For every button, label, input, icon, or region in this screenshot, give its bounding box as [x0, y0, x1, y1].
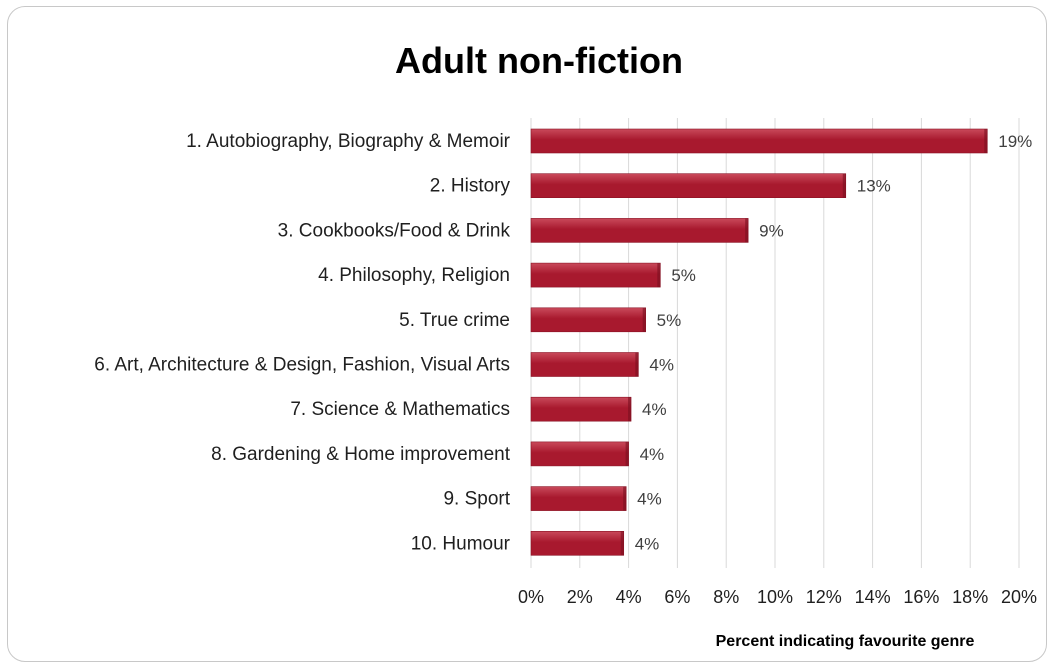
- category-label: 2. History: [430, 176, 511, 197]
- bars-group: [530, 128, 988, 556]
- bar-shade: [635, 352, 639, 377]
- value-labels: 19% 13% 9% 5% 5% 4% 4% 4% 4% 4%: [635, 132, 1033, 553]
- x-tick-label: 10%: [757, 587, 793, 607]
- bar-shade: [625, 441, 629, 466]
- bar: [530, 173, 847, 198]
- bar-shade: [984, 129, 988, 153]
- category-label: 5. True crime: [399, 310, 510, 331]
- category-labels: 1. Autobiography, Biography & Memoir 2. H…: [94, 131, 510, 554]
- category-label: 1. Autobiography, Biography & Memoir: [186, 131, 511, 152]
- value-label: 4%: [635, 534, 660, 553]
- category-label: 9. Sport: [443, 489, 510, 510]
- x-tick-label: 16%: [903, 587, 939, 607]
- x-tick-label: 8%: [713, 587, 739, 607]
- bar: [530, 307, 646, 333]
- value-label: 19%: [998, 132, 1032, 151]
- value-label: 5%: [671, 266, 696, 285]
- bar: [530, 128, 988, 154]
- x-tick-label: 0%: [518, 587, 544, 607]
- x-tick-label: 4%: [616, 587, 642, 607]
- bar: [530, 218, 749, 243]
- value-label: 5%: [657, 311, 682, 330]
- category-label: 6. Art, Architecture & Design, Fashion, …: [94, 355, 510, 376]
- category-label: 8. Gardening & Home improvement: [211, 444, 511, 465]
- bar: [530, 530, 625, 556]
- chart-title: Adult non-fiction: [395, 40, 683, 81]
- x-tick-label: 2%: [567, 587, 593, 607]
- bar: [530, 352, 639, 377]
- value-label: 4%: [637, 490, 662, 509]
- x-tick-label: 6%: [664, 587, 690, 607]
- bar-shade: [657, 263, 661, 288]
- value-label: 4%: [640, 445, 665, 464]
- x-tick-labels: 0% 2% 4% 6% 8% 10% 12% 14% 16% 18% 20%: [518, 587, 1037, 607]
- bar-shade: [628, 397, 632, 422]
- bar-shade: [642, 307, 646, 332]
- chart-frame: [7, 6, 1047, 662]
- value-label: 4%: [642, 400, 667, 419]
- value-label: 13%: [857, 177, 891, 196]
- bar: [530, 396, 632, 422]
- value-label: 9%: [759, 221, 784, 240]
- x-tick-label: 18%: [952, 587, 988, 607]
- category-label: 10. Humour: [411, 533, 511, 554]
- bar-shade: [745, 218, 749, 243]
- x-tick-label: 12%: [806, 587, 842, 607]
- bar: [530, 441, 629, 467]
- bar: [530, 486, 627, 511]
- x-tick-label: 20%: [1001, 587, 1037, 607]
- bar-shade: [623, 486, 627, 511]
- category-label: 3. Cookbooks/Food & Drink: [278, 220, 511, 241]
- value-label: 4%: [649, 356, 674, 375]
- bar: [530, 262, 661, 288]
- bar-shade: [842, 173, 846, 198]
- bar-shade: [620, 531, 624, 556]
- x-tick-label: 14%: [855, 587, 891, 607]
- category-label: 7. Science & Mathematics: [290, 399, 510, 420]
- category-label: 4. Philosophy, Religion: [318, 265, 510, 286]
- x-axis-title: Percent indicating favourite genre: [716, 633, 975, 650]
